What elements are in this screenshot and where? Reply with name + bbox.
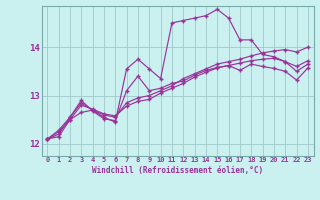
- X-axis label: Windchill (Refroidissement éolien,°C): Windchill (Refroidissement éolien,°C): [92, 166, 263, 175]
